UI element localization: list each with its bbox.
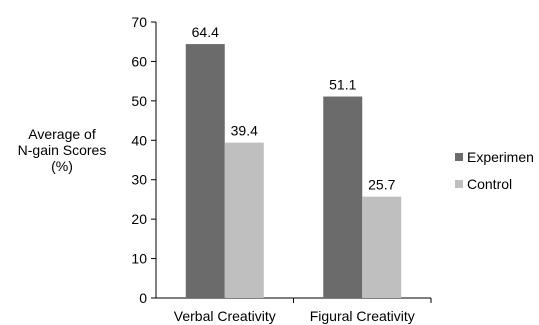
y-axis-label-line: (%) <box>51 158 73 174</box>
y-axis-label: Average ofN-gain Scores(%) <box>18 126 107 174</box>
legend-label: Control <box>467 176 512 192</box>
category-labels: Verbal Creativity Figural Creativity <box>174 308 415 324</box>
y-axis-label-line: N-gain Scores <box>18 142 107 158</box>
legend-swatch <box>455 153 463 161</box>
bar <box>323 96 363 299</box>
legend-swatch <box>455 180 463 188</box>
legend: Experimen Control <box>455 149 534 192</box>
legend-label: Experimen <box>467 149 534 165</box>
y-tick-label: 20 <box>131 211 147 227</box>
data-label: 64.4 <box>192 24 219 40</box>
y-tick-label: 60 <box>131 53 147 69</box>
data-label: 39.4 <box>231 123 258 139</box>
x-tick-label: Verbal Creativity <box>174 308 276 324</box>
data-labels: 64.4 39.4 51.1 25.7 <box>192 24 396 193</box>
data-label: 25.7 <box>368 177 395 193</box>
y-tick-label: 0 <box>139 290 147 306</box>
x-tick-label: Figural Creativity <box>310 308 415 324</box>
bar <box>224 142 264 298</box>
y-tick-label: 70 <box>131 14 147 30</box>
y-axis-label-line: Average of <box>28 126 96 142</box>
bars <box>185 44 402 299</box>
y-tick-label: 50 <box>131 93 147 109</box>
bar <box>362 196 402 298</box>
data-label: 51.1 <box>329 77 356 93</box>
bar <box>185 44 225 298</box>
y-tick-label: 10 <box>131 251 147 267</box>
y-tick-label: 40 <box>131 132 147 148</box>
y-tick-label: 30 <box>131 172 147 188</box>
y-axis-ticks: 0 10 20 30 40 50 60 70 <box>131 14 156 306</box>
